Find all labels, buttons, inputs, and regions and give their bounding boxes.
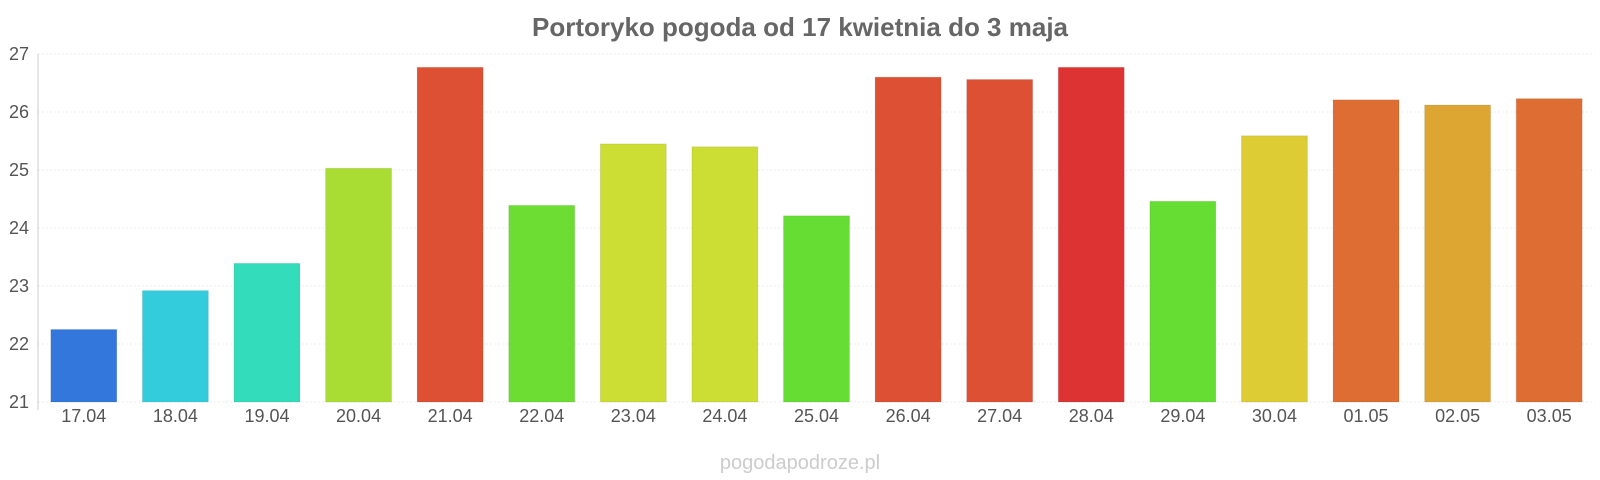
x-tick-label: 18.04: [153, 406, 198, 426]
x-tick-label: 28.04: [1069, 406, 1114, 426]
y-tick-label: 21: [9, 392, 29, 412]
bar-26.04: [874, 76, 942, 403]
bars: [50, 66, 1583, 403]
y-tick-label: 23: [9, 276, 29, 296]
bar-29.04: [1149, 200, 1217, 403]
x-tick-label: 20.04: [336, 406, 381, 426]
bar-20.04: [325, 167, 393, 403]
x-tick-label: 23.04: [611, 406, 656, 426]
x-tick-label: 30.04: [1252, 406, 1297, 426]
y-tick-label: 26: [9, 102, 29, 122]
x-tick-label: 19.04: [244, 406, 289, 426]
x-tick-label: 27.04: [977, 406, 1022, 426]
x-tick-label: 17.04: [61, 406, 106, 426]
x-axis-ticks: 17.04 18.04 19.04 20.04 21.04 22.04 23.04 24.04…: [61, 406, 1571, 426]
bar-23.04: [599, 143, 667, 403]
bar-01.05: [1332, 99, 1400, 403]
x-tick-label: 25.04: [794, 406, 839, 426]
x-tick-label: 29.04: [1160, 406, 1205, 426]
bar-22.04: [508, 204, 576, 403]
bar-18.04: [141, 290, 209, 403]
bar-03.05: [1515, 98, 1583, 403]
x-tick-label: 03.05: [1527, 406, 1572, 426]
chart-title: Portoryko pogoda od 17 kwietnia do 3 maj…: [532, 12, 1069, 42]
x-tick-label: 26.04: [886, 406, 931, 426]
bar-30.04: [1240, 135, 1308, 403]
x-tick-label: 24.04: [702, 406, 747, 426]
bar-21.04: [416, 66, 484, 403]
x-tick-label: 21.04: [428, 406, 473, 426]
bar-28.04: [1057, 66, 1125, 403]
x-tick-label: 02.05: [1435, 406, 1480, 426]
bar-24.04: [691, 146, 759, 403]
bar-02.05: [1424, 104, 1492, 403]
source-watermark: pogodapodroze.pl: [720, 452, 880, 474]
y-axis-ticks: 21 22 23 24 25 26 27: [9, 44, 29, 412]
y-tick-label: 27: [9, 44, 29, 64]
bar-25.04: [783, 215, 850, 403]
y-tick-label: 24: [9, 218, 29, 238]
bar-19.04: [233, 262, 301, 403]
x-tick-label: 01.05: [1344, 406, 1389, 426]
y-tick-label: 22: [9, 334, 29, 354]
x-tick-label: 22.04: [519, 406, 564, 426]
bar-27.04: [966, 79, 1034, 403]
bar-17.04: [50, 329, 118, 403]
y-tick-label: 25: [9, 160, 29, 180]
